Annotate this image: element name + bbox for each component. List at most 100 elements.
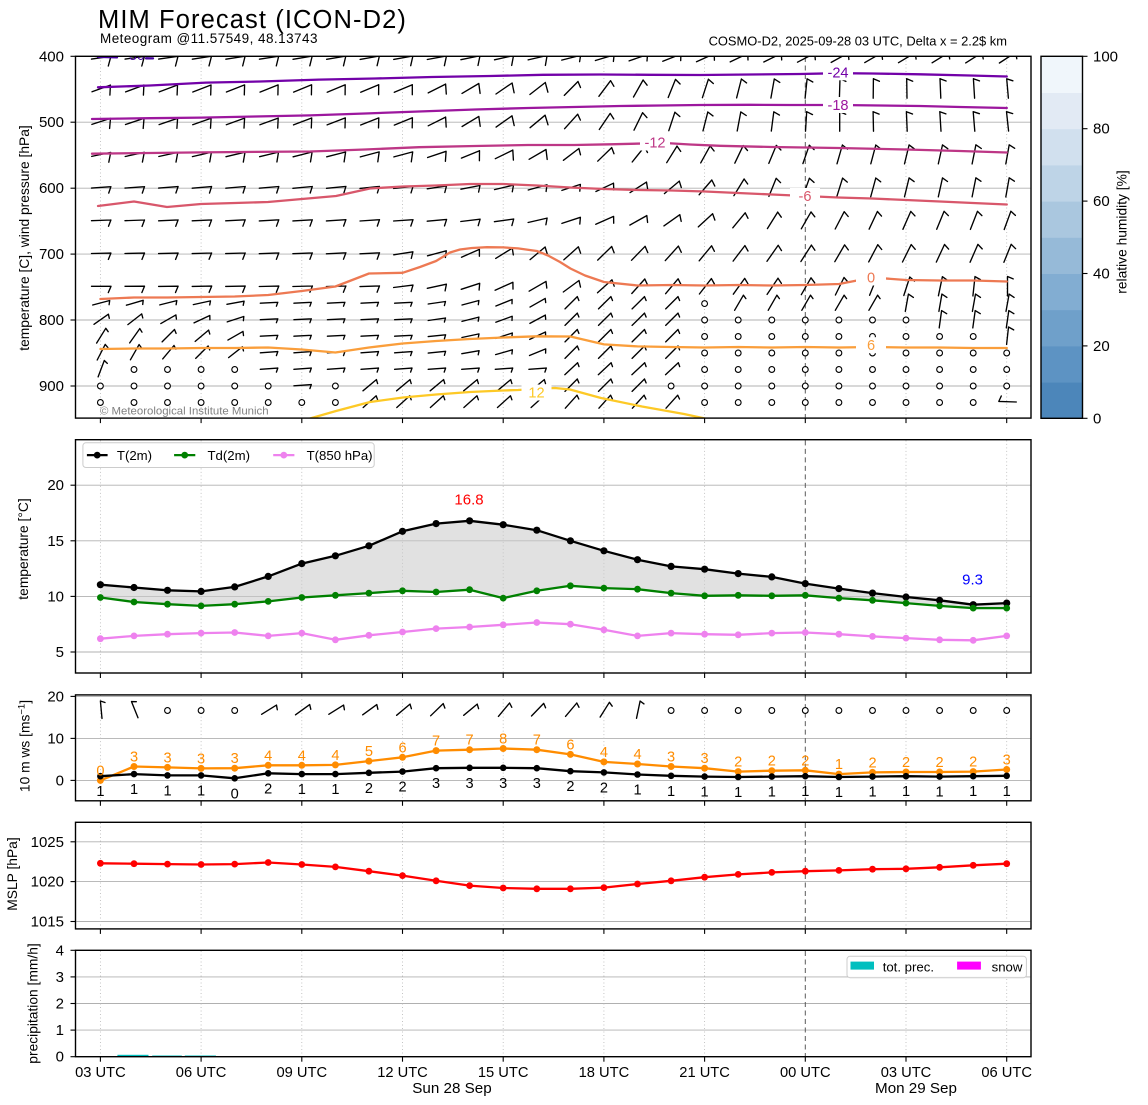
svg-text:10 m ws [ms−1]: 10 m ws [ms−1] xyxy=(17,700,33,792)
svg-text:T(850 hPa): T(850 hPa) xyxy=(307,448,373,463)
svg-text:03 UTC: 03 UTC xyxy=(75,1065,126,1081)
svg-text:09 UTC: 09 UTC xyxy=(276,1065,327,1081)
svg-text:4: 4 xyxy=(331,748,339,764)
svg-text:precipitation [mm/h]: precipitation [mm/h] xyxy=(26,943,41,1063)
svg-text:0: 0 xyxy=(867,271,875,287)
svg-text:Meteogram @11.57549, 48.13743: Meteogram @11.57549, 48.13743 xyxy=(100,31,318,46)
svg-text:9.3: 9.3 xyxy=(962,572,983,589)
svg-text:1: 1 xyxy=(701,785,709,801)
svg-text:1: 1 xyxy=(835,757,843,773)
svg-text:10: 10 xyxy=(47,730,64,747)
svg-text:800: 800 xyxy=(39,312,64,329)
svg-text:T(2m): T(2m) xyxy=(117,448,152,463)
svg-text:4: 4 xyxy=(56,942,64,959)
svg-text:15 UTC: 15 UTC xyxy=(478,1065,529,1081)
svg-text:1: 1 xyxy=(902,784,910,800)
svg-text:15: 15 xyxy=(47,533,64,550)
svg-text:3: 3 xyxy=(499,776,507,792)
svg-text:600: 600 xyxy=(39,180,64,197)
svg-text:temperature [°C]: temperature [°C] xyxy=(16,498,31,599)
svg-text:Sun 28 Sep: Sun 28 Sep xyxy=(412,1080,491,1097)
svg-text:3: 3 xyxy=(231,751,239,767)
svg-text:8: 8 xyxy=(499,732,507,748)
svg-text:18 UTC: 18 UTC xyxy=(579,1065,630,1081)
svg-text:-30: -30 xyxy=(124,47,144,63)
svg-text:0: 0 xyxy=(56,772,64,789)
svg-text:5: 5 xyxy=(56,644,64,661)
svg-text:21 UTC: 21 UTC xyxy=(679,1065,730,1081)
svg-text:06 UTC: 06 UTC xyxy=(981,1065,1032,1081)
svg-text:2: 2 xyxy=(566,779,574,795)
svg-text:400: 400 xyxy=(39,48,64,65)
svg-text:1: 1 xyxy=(734,785,742,801)
svg-text:2: 2 xyxy=(398,780,406,796)
svg-text:COSMO-D2, 2025-09-28 03 UTC, D: COSMO-D2, 2025-09-28 03 UTC, Delta x = 2… xyxy=(709,34,1007,49)
svg-text:60: 60 xyxy=(1093,193,1110,210)
svg-text:snow: snow xyxy=(992,960,1023,975)
svg-text:0: 0 xyxy=(56,1049,64,1066)
svg-text:-24: -24 xyxy=(827,65,848,81)
svg-text:03 UTC: 03 UTC xyxy=(881,1065,932,1081)
svg-text:1: 1 xyxy=(667,784,675,800)
svg-text:1: 1 xyxy=(163,783,171,799)
svg-text:0: 0 xyxy=(231,786,239,802)
svg-text:1: 1 xyxy=(331,782,339,798)
svg-text:3: 3 xyxy=(197,751,205,767)
svg-text:7: 7 xyxy=(432,734,440,750)
svg-text:3: 3 xyxy=(1003,753,1011,769)
svg-text:900: 900 xyxy=(39,378,64,395)
svg-text:0: 0 xyxy=(96,763,104,779)
svg-text:2: 2 xyxy=(600,780,608,796)
svg-text:0: 0 xyxy=(1093,410,1101,427)
svg-text:1: 1 xyxy=(197,783,205,799)
svg-text:3: 3 xyxy=(466,776,474,792)
svg-text:3: 3 xyxy=(56,969,64,986)
svg-text:3: 3 xyxy=(163,750,171,766)
svg-text:06 UTC: 06 UTC xyxy=(176,1065,227,1081)
svg-text:2: 2 xyxy=(801,753,809,769)
svg-text:2: 2 xyxy=(902,755,910,771)
svg-text:12: 12 xyxy=(528,386,544,402)
svg-text:3: 3 xyxy=(533,776,541,792)
svg-text:1: 1 xyxy=(298,782,306,798)
svg-text:1: 1 xyxy=(868,785,876,801)
svg-text:3: 3 xyxy=(130,750,138,766)
svg-text:7: 7 xyxy=(466,733,474,749)
svg-text:2: 2 xyxy=(365,781,373,797)
svg-text:1015: 1015 xyxy=(31,914,64,931)
svg-text:© Meteorological Institute Mun: © Meteorological Institute Munich xyxy=(100,406,269,418)
svg-text:700: 700 xyxy=(39,246,64,263)
svg-text:Mon 29 Sep: Mon 29 Sep xyxy=(875,1080,957,1097)
svg-text:1: 1 xyxy=(633,783,641,799)
svg-text:2: 2 xyxy=(936,755,944,771)
svg-text:500: 500 xyxy=(39,114,64,131)
svg-text:MIM Forecast (ICON-D2): MIM Forecast (ICON-D2) xyxy=(98,6,407,34)
svg-text:1020: 1020 xyxy=(31,874,64,891)
svg-text:4: 4 xyxy=(264,748,272,764)
svg-text:100: 100 xyxy=(1093,48,1118,65)
svg-text:Td(2m): Td(2m) xyxy=(208,448,251,463)
svg-text:80: 80 xyxy=(1093,121,1110,138)
svg-text:-6: -6 xyxy=(799,189,812,205)
svg-text:2: 2 xyxy=(868,755,876,771)
svg-text:2: 2 xyxy=(734,755,742,771)
svg-text:1: 1 xyxy=(130,782,138,798)
svg-text:1: 1 xyxy=(1003,784,1011,800)
svg-text:2: 2 xyxy=(56,996,64,1013)
svg-text:3: 3 xyxy=(432,776,440,792)
svg-text:1: 1 xyxy=(969,784,977,800)
svg-text:1: 1 xyxy=(835,785,843,801)
svg-text:1025: 1025 xyxy=(31,834,64,851)
svg-text:12 UTC: 12 UTC xyxy=(377,1065,428,1081)
svg-text:6: 6 xyxy=(398,740,406,756)
svg-text:MSLP [hPa]: MSLP [hPa] xyxy=(5,837,20,910)
svg-text:1: 1 xyxy=(96,784,104,800)
svg-text:3: 3 xyxy=(701,751,709,767)
svg-text:1: 1 xyxy=(801,784,809,800)
svg-text:40: 40 xyxy=(1093,266,1110,283)
svg-text:1: 1 xyxy=(936,785,944,801)
svg-text:4: 4 xyxy=(633,747,641,763)
svg-text:00 UTC: 00 UTC xyxy=(780,1065,831,1081)
svg-text:2: 2 xyxy=(768,754,776,770)
svg-text:relative humidity [%]: relative humidity [%] xyxy=(1115,170,1130,293)
